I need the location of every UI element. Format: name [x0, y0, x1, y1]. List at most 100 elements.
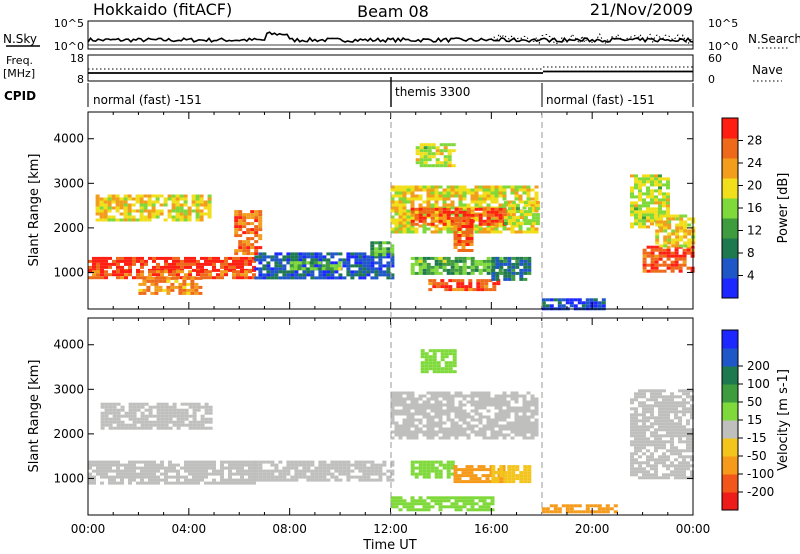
power-cell: [450, 230, 455, 234]
power-cell: [452, 279, 457, 283]
velocity-cell: [334, 475, 339, 479]
velocity-cell: [462, 394, 467, 398]
velocity-cell: [88, 475, 92, 479]
velocity-cell: [498, 397, 503, 401]
velocity-cell: [474, 508, 479, 512]
power-cell: [370, 250, 375, 254]
power-cell: [519, 274, 524, 278]
power-cell: [446, 194, 451, 198]
power-cell: [415, 161, 420, 165]
velocity-cell: [674, 434, 678, 438]
power-cell: [354, 252, 359, 256]
velocity-cell: [452, 349, 457, 353]
power-cell: [682, 248, 687, 252]
power-cell: [519, 210, 524, 214]
velocity-cell: [422, 499, 427, 503]
velocity-cell: [430, 418, 435, 422]
velocity-cell: [318, 478, 323, 482]
power-cell: [325, 264, 330, 268]
power-cell: [663, 226, 668, 230]
power-cell: [671, 217, 676, 221]
power-cell: [486, 222, 491, 226]
power-cell: [112, 259, 116, 263]
power-cell: [143, 200, 148, 204]
power-cell: [650, 183, 654, 187]
power-cell: [374, 267, 379, 271]
velocity-cell: [228, 478, 232, 482]
velocity-cell: [642, 425, 646, 429]
nsky-frame: [87, 20, 694, 50]
power-cell: [147, 200, 152, 204]
power-cell: [642, 266, 647, 270]
velocity-cell: [200, 414, 205, 418]
power-cell: [527, 210, 532, 214]
velocity-cell: [666, 395, 670, 399]
velocity-cell: [454, 406, 459, 410]
power-cell: [434, 271, 439, 275]
velocity-cell: [286, 463, 291, 467]
power-cell: [246, 243, 251, 247]
power-cell: [474, 203, 479, 207]
power-cell: [163, 218, 168, 222]
power-cell: [386, 247, 391, 251]
power-cell: [394, 209, 399, 213]
power-cell: [480, 282, 485, 286]
power-cell: [254, 249, 259, 253]
velocity-cell: [172, 414, 177, 418]
velocity-cell: [526, 391, 531, 395]
velocity-cell: [478, 394, 483, 398]
velocity-cell: [678, 455, 682, 459]
power-cell: [526, 188, 531, 192]
power-cell: [486, 203, 491, 207]
power-cell: [642, 254, 647, 258]
power-cell: [139, 200, 144, 204]
power-cell: [585, 301, 590, 305]
velocity-cell: [390, 472, 395, 476]
velocity-cell: [494, 418, 499, 422]
power-cell: [484, 282, 489, 286]
power-cell: [438, 197, 443, 201]
power-cell: [175, 197, 180, 201]
power-cell: [116, 270, 120, 274]
power-cell: [318, 255, 323, 259]
power-cell: [658, 177, 662, 181]
power-cell: [346, 264, 351, 268]
velocity-cell: [450, 397, 455, 401]
velocity-cell: [434, 394, 439, 398]
velocity-cell: [410, 415, 415, 419]
power-cell: [448, 279, 453, 283]
velocity-cell: [164, 475, 168, 479]
velocity-cell: [430, 499, 435, 503]
power-cell: [274, 261, 279, 265]
velocity-cell: [100, 472, 104, 476]
velocity-cell: [124, 426, 129, 430]
power-cell: [192, 268, 196, 272]
velocity-cell: [503, 471, 508, 475]
velocity-cell: [418, 463, 423, 467]
power-cell: [183, 203, 188, 207]
power-cell: [140, 276, 144, 280]
power-cell: [470, 259, 475, 263]
power-cell: [104, 262, 108, 266]
power-cell: [274, 258, 279, 262]
velocity-cell: [670, 404, 674, 408]
velocity-cell: [224, 460, 228, 464]
power-cell: [426, 227, 431, 231]
power-cell: [418, 256, 423, 260]
power-cell: [682, 257, 687, 261]
power-cell: [286, 276, 291, 280]
power-cell: [662, 183, 666, 187]
velocity-cell: [674, 416, 678, 420]
velocity-cell: [494, 421, 499, 425]
power-cell: [646, 245, 651, 249]
power-cell: [523, 213, 528, 217]
velocity-cell: [282, 475, 287, 479]
power-cell: [188, 256, 192, 260]
power-cell: [494, 213, 499, 217]
power-cell: [234, 219, 239, 223]
power-cell: [434, 191, 439, 195]
velocity-cell: [474, 433, 479, 437]
power-cell: [246, 240, 251, 244]
power-cell: [162, 279, 167, 283]
power-cell: [208, 276, 212, 280]
